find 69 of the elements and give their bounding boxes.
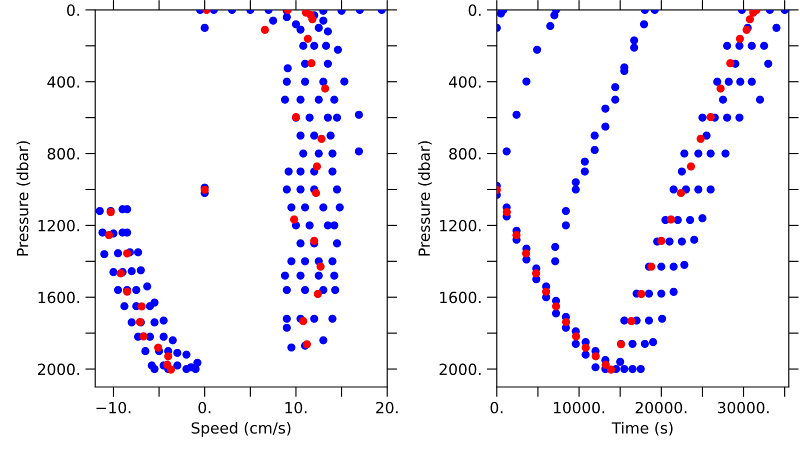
point [317,134,326,143]
point [592,352,600,360]
point [308,15,316,24]
point [123,249,132,258]
point [140,332,148,340]
x-tick-label: 0. [198,402,210,414]
point [666,215,676,224]
point [647,262,656,271]
point [522,249,530,258]
y-tick-label: 400. [448,76,481,88]
x-tick-label: 20. [376,402,398,414]
point [154,344,162,352]
x-tick-label: 10000. [554,402,604,414]
point [542,288,550,296]
y-axis-title: Pressure (dbar) [418,141,432,256]
point [696,134,705,143]
y-tick-label: 1600. [440,292,481,304]
point [726,59,734,68]
point [627,317,636,326]
point [736,34,744,43]
point [164,352,172,360]
x-tick-label: 20000. [636,402,686,414]
point [310,236,318,245]
x-axis-title: Time (s) [612,422,673,436]
point [307,59,316,68]
point [716,84,725,93]
point [572,332,580,340]
point [706,113,715,122]
point [260,26,269,34]
point [686,162,696,171]
point [582,344,590,352]
point [314,290,322,298]
point [512,231,520,240]
y-tick-label: 1600. [38,292,79,304]
point [312,162,321,171]
y-axis-title: Pressure (dbar) [16,141,30,256]
y-tick-label: 0. [468,4,481,16]
x-tick-label: 10. [285,402,306,414]
point [552,302,560,310]
point [637,290,646,298]
point [304,34,312,43]
point [138,302,146,310]
point [316,262,325,271]
y-tick-label: 400. [47,76,79,88]
x-axis-title: Speed (cm/s) [192,422,290,437]
point [166,366,175,374]
point [676,189,686,198]
point [299,317,308,326]
y-tick-label: 1200. [38,220,79,232]
y-tick-label: 1200. [440,220,481,232]
point [746,15,754,24]
point [602,360,610,369]
x-tick-label: 0. [490,402,502,414]
point [502,208,511,216]
point [562,318,570,326]
point [312,189,320,198]
point [606,366,616,374]
point [532,269,540,278]
y-tick-label: 800. [449,148,481,160]
y-tick-label: 800. [48,148,79,160]
x-tick-label: −10. [96,402,130,414]
point [104,231,113,240]
point [290,215,298,224]
y-tick-label: 2000. [38,364,79,376]
y-tick-label: 0. [67,4,79,16]
y-tick-label: 2000. [440,364,481,376]
point [321,84,330,93]
x-tick-label: 30000. [718,402,769,414]
point [657,236,666,245]
